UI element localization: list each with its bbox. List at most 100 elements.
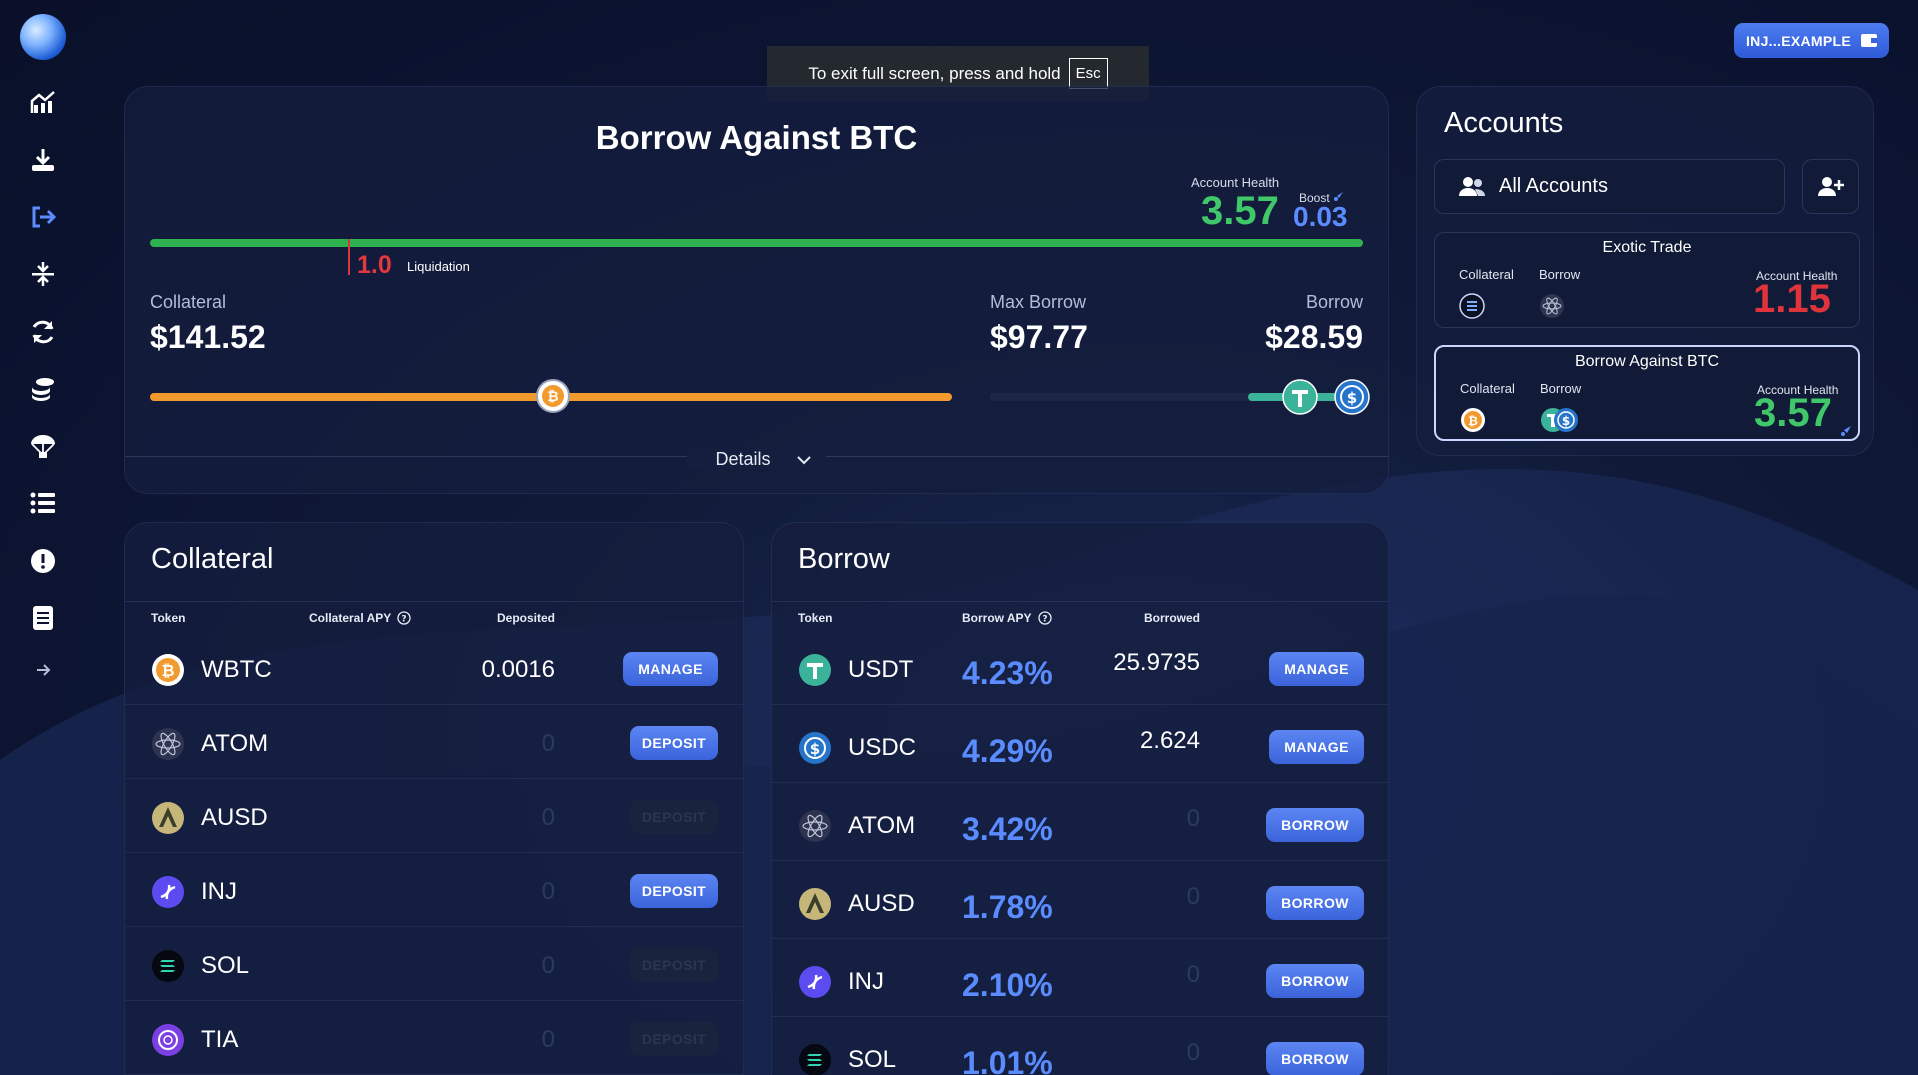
details-toggle[interactable]: Details (125, 449, 1388, 470)
header-divider (772, 601, 1388, 602)
refresh-icon[interactable] (25, 314, 61, 350)
help-icon[interactable]: ? (1037, 611, 1052, 625)
arrow-right-icon[interactable] (25, 652, 61, 688)
svg-text:₿: ₿ (1468, 414, 1478, 428)
token-name: USDC (848, 734, 917, 761)
manage-button[interactable]: MANAGE (1269, 730, 1364, 764)
svg-text:?: ? (402, 615, 407, 625)
wallet-address: INJ...EXAMPLE (1745, 32, 1852, 49)
token-name: SOL (201, 952, 250, 979)
borrowed-value: 0 (1186, 883, 1200, 910)
usdt-usdc-token-icons: $ (1541, 408, 1578, 432)
max-borrow-label: Max Borrow (990, 292, 1087, 312)
home-chart-icon[interactable] (25, 84, 61, 120)
manage-button[interactable]: MANAGE (623, 652, 718, 686)
token-name: AUSD (848, 890, 915, 917)
account-health-value: 3.57 (1754, 391, 1832, 435)
table-row: AUSD 0 DEPOSIT (125, 779, 743, 853)
token-name: TIA (201, 1026, 239, 1053)
account-card-borrow-against-btc[interactable]: Borrow Against BTC Collateral Borrow ₿ $… (1434, 345, 1860, 441)
boost-label: Boost (1299, 191, 1344, 205)
deposit-button-disabled[interactable]: DEPOSIT (630, 1022, 718, 1056)
deposit-button[interactable]: DEPOSIT (630, 726, 718, 760)
borrow-button[interactable]: BORROW (1266, 808, 1364, 842)
atom-icon (799, 810, 831, 842)
table-row: INJ 2.10% 0 BORROW (772, 943, 1388, 1017)
deposited-value: 0 (541, 1026, 555, 1053)
usdc-icon: $ (799, 732, 831, 764)
svg-text:₿: ₿ (547, 389, 558, 405)
usdt-icon (1282, 379, 1318, 415)
sidebar (0, 0, 86, 1075)
btc-icon: ₿ (542, 385, 564, 407)
help-icon[interactable]: ? (397, 611, 411, 625)
col-header-token: Token (151, 611, 186, 625)
borrow-button[interactable]: BORROW (1266, 1042, 1364, 1075)
inj-icon (799, 966, 831, 998)
svg-text:₿: ₿ (161, 661, 174, 680)
compress-icon[interactable] (25, 256, 61, 292)
usdc-icon: $ (1334, 379, 1370, 415)
download-icon[interactable] (25, 142, 61, 178)
table-row: AUSD 1.78% 0 BORROW (772, 865, 1388, 939)
parachute-icon[interactable] (25, 428, 61, 464)
borrowed-value: 0 (1186, 1039, 1200, 1066)
sol-token-icon (1459, 293, 1485, 319)
borrow-apy: 4.23% (962, 655, 1053, 691)
table-row: TIA 0 DEPOSIT (125, 1001, 743, 1075)
atom-icon (152, 728, 184, 760)
borrow-apy: 4.29% (962, 733, 1053, 769)
token-name: ATOM (848, 812, 916, 839)
max-borrow-value: $97.77 (990, 319, 1088, 355)
tia-icon (152, 1024, 184, 1056)
all-accounts-button[interactable]: All Accounts (1434, 159, 1785, 214)
health-bar (150, 239, 1363, 247)
table-row: SOL 0 DEPOSIT (125, 927, 743, 1001)
deposited-value: 0 (541, 804, 555, 831)
table-row: ATOM 3.42% 0 BORROW (772, 787, 1388, 861)
borrow-header-borrowed: Borrowed (1144, 611, 1201, 625)
borrow-button[interactable]: BORROW (1266, 964, 1364, 998)
borrow-label: Borrow (1540, 381, 1582, 396)
manage-button[interactable]: MANAGE (1269, 652, 1364, 686)
borrow-button[interactable]: BORROW (1266, 886, 1364, 920)
collateral-slider-handle[interactable]: ₿ (536, 379, 570, 413)
wallet-button[interactable]: INJ...EXAMPLE (1734, 23, 1889, 58)
borrow-label: Borrow (1305, 292, 1363, 312)
deposit-button-disabled[interactable]: DEPOSIT (630, 948, 718, 982)
add-account-button[interactable] (1802, 159, 1859, 214)
fullscreen-toast-text: To exit full screen, press and hold (808, 63, 1061, 83)
collateral-label: Collateral (1460, 381, 1515, 396)
document-icon[interactable] (25, 600, 61, 636)
users-icon (1459, 176, 1485, 196)
list-icon[interactable] (25, 485, 61, 521)
alert-icon[interactable] (25, 543, 61, 579)
liquidation-label: Liquidation (407, 259, 470, 274)
deposited-value: 0 (541, 952, 555, 979)
app-logo[interactable] (20, 14, 66, 60)
accounts-panel: Accounts All Accounts Exotic Trade Colla… (1416, 86, 1874, 456)
logout-arrow-icon[interactable] (25, 199, 61, 235)
deposit-button[interactable]: DEPOSIT (630, 874, 718, 908)
table-row: USDT 4.23% 25.9735 MANAGE (772, 631, 1388, 705)
liquidation-marker (348, 239, 350, 275)
header-divider (125, 601, 743, 602)
svg-text:$: $ (810, 740, 820, 758)
borrowed-value: 0 (1186, 961, 1200, 988)
borrowed-value: 0 (1186, 805, 1200, 832)
borrow-apy: 3.42% (962, 811, 1053, 847)
deposit-button-disabled[interactable]: DEPOSIT (630, 800, 718, 834)
table-row: ₿ WBTC 0.0016 MANAGE (125, 631, 743, 705)
account-health-value: 3.57 (1201, 189, 1279, 233)
coins-stack-icon[interactable] (25, 371, 61, 407)
borrow-header-token: Token (798, 611, 833, 625)
borrow-value: $28.59 (1265, 319, 1363, 355)
ausd-icon (799, 888, 831, 920)
sol-icon (152, 950, 184, 982)
btc-token-icon: ₿ (1461, 408, 1485, 432)
chevron-down-icon (796, 456, 811, 465)
account-name: Exotic Trade (1602, 239, 1692, 256)
account-card-exotic-trade[interactable]: Exotic Trade Collateral Borrow Account H… (1434, 232, 1860, 328)
account-health-label: Account Health (1191, 175, 1280, 190)
collateral-label: Collateral (150, 292, 227, 312)
